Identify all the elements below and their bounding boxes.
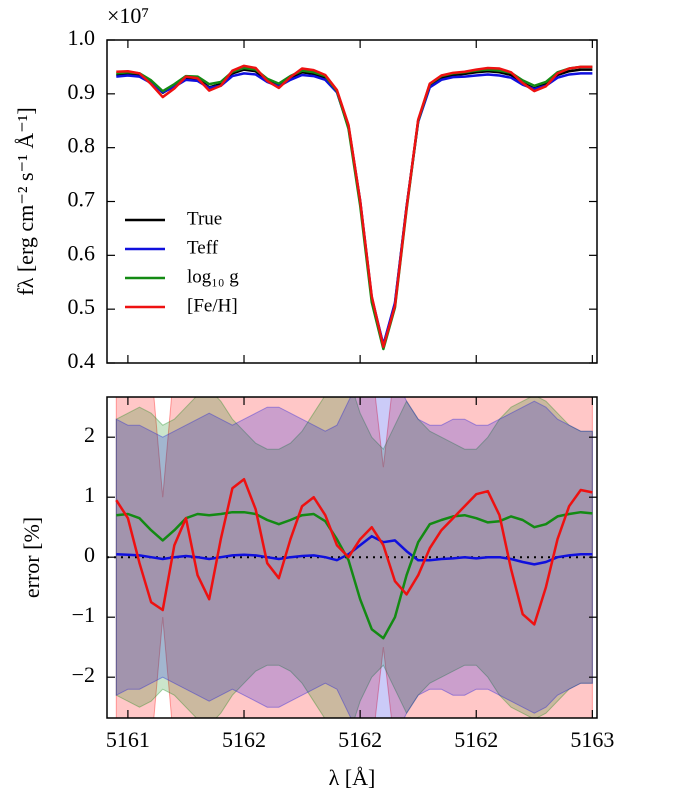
error-band (115, 397, 593, 718)
y-tick-label: 1 (84, 482, 95, 507)
axis-offset-text: ×10⁷ (107, 3, 149, 28)
error-band (115, 397, 593, 718)
x-tick-label: 5162 (338, 727, 382, 752)
y-axis-label: fλ [erg cm⁻² s⁻¹ Å⁻¹] (13, 107, 38, 295)
legend-label: log₁₀ g (187, 266, 239, 287)
error-band (115, 397, 593, 718)
series-line (115, 477, 593, 626)
series-line (116, 64, 593, 349)
y-axis-label: error [%] (19, 517, 44, 598)
x-tick-label: 5161 (106, 727, 150, 752)
axes-frame (106, 39, 598, 364)
x-tick-label: 5163 (570, 727, 614, 752)
x-tick-label: 5162 (454, 727, 498, 752)
legend-label: Teff (187, 237, 219, 258)
series-line (116, 510, 593, 640)
y-tick-label: −2 (72, 662, 95, 687)
plot-area (116, 64, 593, 351)
y-tick-label: 0.8 (68, 133, 96, 158)
x-tick-label: 5162 (222, 727, 266, 752)
legend-label: [Fe/H] (187, 295, 238, 316)
y-tick-label: 0.6 (68, 240, 96, 265)
y-tick-label: −1 (72, 602, 95, 627)
y-tick-label: 0.5 (68, 294, 96, 319)
y-tick-label: 1.0 (68, 25, 96, 50)
y-tick-label: 0.4 (68, 348, 96, 373)
plot-area (107, 397, 597, 718)
y-tick-label: 0 (84, 542, 95, 567)
x-axis-label: λ [Å] (329, 765, 376, 790)
legend-label: True (187, 208, 222, 229)
y-tick-label: 2 (84, 422, 95, 447)
y-tick-label: 0.7 (68, 187, 96, 212)
y-tick-label: 0.9 (68, 79, 96, 104)
